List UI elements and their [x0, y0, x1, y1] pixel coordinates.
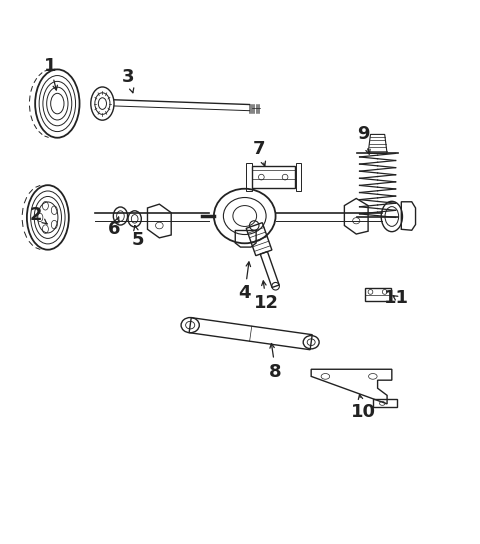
Text: 9: 9 — [357, 126, 370, 154]
Text: 4: 4 — [239, 262, 251, 302]
Text: 3: 3 — [122, 69, 135, 93]
Text: 6: 6 — [108, 217, 120, 238]
Text: 11: 11 — [384, 289, 409, 307]
Text: 2: 2 — [30, 206, 48, 224]
Text: 5: 5 — [132, 225, 144, 249]
Text: 12: 12 — [253, 281, 278, 312]
Text: 1: 1 — [44, 57, 58, 90]
Text: 7: 7 — [253, 140, 265, 166]
Text: 10: 10 — [351, 395, 376, 421]
Text: 8: 8 — [269, 343, 282, 381]
